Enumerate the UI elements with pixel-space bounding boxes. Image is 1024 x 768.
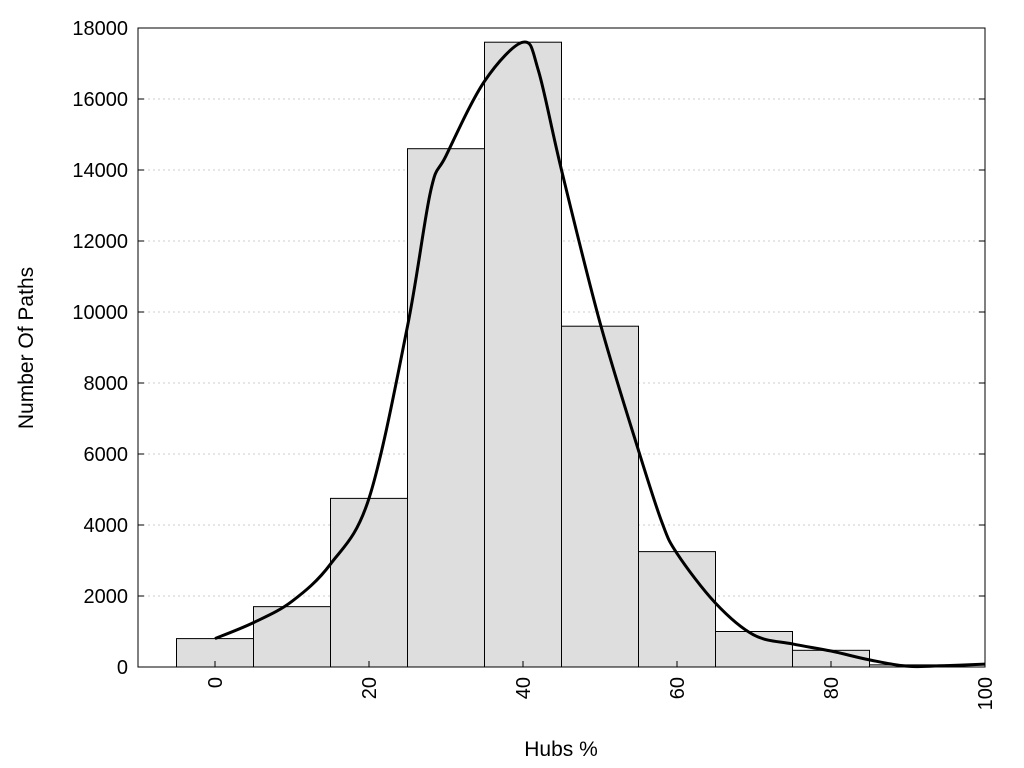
y-tick-label: 10000 (72, 302, 128, 324)
y-tick-label: 2000 (84, 586, 129, 608)
histogram-bar (484, 41, 562, 668)
y-tick-label: 12000 (72, 231, 128, 253)
y-tick-label: 4000 (84, 515, 129, 537)
y-tick-label: 16000 (72, 89, 128, 111)
y-tick-label: 6000 (84, 444, 129, 466)
histogram-bar (715, 631, 793, 668)
grid-lines (138, 98, 985, 597)
density-curve-group (214, 40, 986, 669)
y-tick-label: 18000 (72, 18, 128, 40)
x-tick-label: 0 (205, 677, 227, 688)
y-tick-label: 14000 (72, 160, 128, 182)
y-axis-label: Number Of Paths (15, 267, 38, 429)
x-tick-label: 80 (821, 677, 843, 699)
x-axis-ticks: 0 20 40 60 80 100 (205, 661, 997, 710)
x-axis-label: Hubs % (524, 738, 598, 761)
histogram-bars (176, 41, 947, 668)
histogram-bar (330, 497, 408, 668)
histogram-bar (407, 148, 485, 668)
y-axis-ticks: 0 2000 4000 6000 8000 10000 12000 14000 16000 180… (72, 18, 985, 679)
y-tick-label: 0 (117, 657, 128, 679)
x-tick-label: 60 (667, 677, 689, 699)
density-curve (214, 40, 986, 669)
histogram-bar (638, 551, 716, 668)
x-tick-label: 100 (975, 677, 997, 710)
x-tick-label: 20 (359, 677, 381, 699)
plot-frame (137, 27, 986, 668)
histogram-bar (561, 325, 639, 668)
x-tick-label: 40 (513, 677, 535, 699)
y-tick-label: 8000 (84, 373, 129, 395)
